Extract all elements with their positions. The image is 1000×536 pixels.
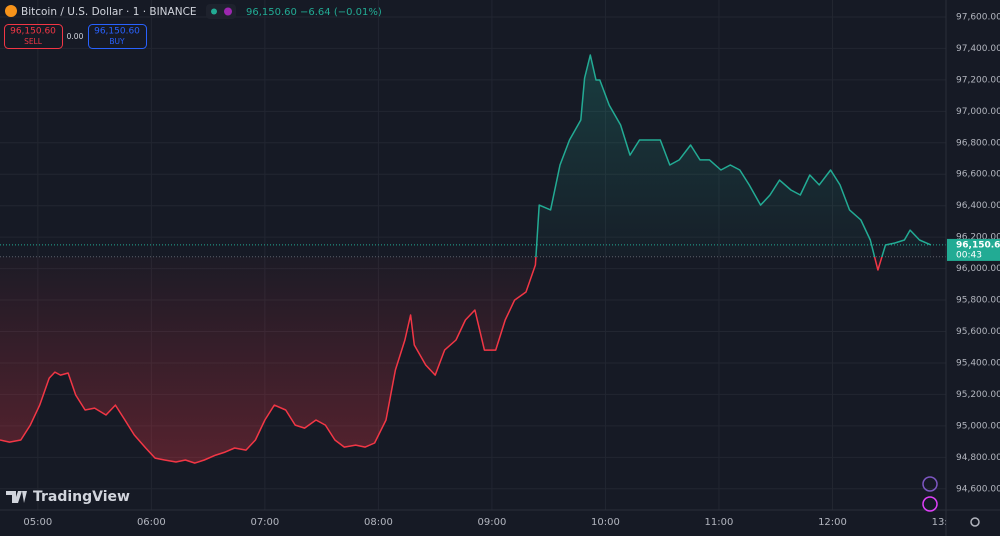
y-tick-label: 96,200.00	[956, 233, 1000, 243]
countdown: 00:43	[956, 250, 982, 260]
y-tick-label: 95,800.00	[956, 296, 1000, 306]
status-dot	[211, 8, 217, 15]
y-tick-label: 96,000.00	[956, 264, 1000, 274]
buy-price: 96,150.60	[94, 27, 140, 37]
y-tick-label: 97,600.00	[956, 12, 1000, 22]
y-tick-label: 94,600.00	[956, 484, 1000, 494]
y-tick-label: 95,000.00	[956, 421, 1000, 431]
coin-icon	[5, 5, 17, 17]
x-tick-label: 13:00	[932, 517, 961, 528]
last-price-tag	[947, 238, 1000, 261]
y-tick-label: 95,400.00	[956, 358, 1000, 368]
brand: TradingView	[33, 489, 130, 505]
tool-button[interactable]	[922, 496, 938, 512]
x-tick-label: 09:00	[478, 517, 507, 528]
x-tick-label: 10:00	[591, 517, 620, 528]
symbol: Bitcoin / U.S. Dollar · 1 · BINANCE	[21, 6, 197, 18]
y-tick-label: 94,800.00	[956, 453, 1000, 463]
y-tick-label: 96,800.00	[956, 138, 1000, 148]
sell-price: 96,150.60	[10, 27, 56, 37]
y-tick-label: 96,600.00	[956, 170, 1000, 180]
tool-button[interactable]	[922, 476, 938, 492]
x-tick-label: 11:00	[705, 517, 734, 528]
y-tick-label: 97,400.00	[956, 44, 1000, 54]
y-axis: 94,600.00 94,800.00 95,000.00 95,200.00 95,4…	[956, 12, 1000, 494]
y-tick-label: 95,600.00	[956, 327, 1000, 337]
x-tick-label: 05:00	[23, 517, 52, 528]
x-tick-label: 07:00	[250, 517, 279, 528]
x-tick-label: 12:00	[818, 517, 847, 528]
plot	[0, 54, 946, 464]
y-tick-label: 95,200.00	[956, 390, 1000, 400]
brand-logo	[6, 491, 27, 503]
last-price-label: 96,150.60	[956, 240, 1000, 250]
price-change: −6.64 (−0.01%)	[300, 7, 382, 18]
settings-button[interactable]	[970, 517, 980, 527]
y-tick-label: 96,400.00	[956, 201, 1000, 211]
status-icon	[224, 7, 232, 16]
last-price: 96,150.60	[246, 7, 297, 18]
spread: 0.00	[67, 32, 84, 41]
buy-button[interactable]	[88, 24, 147, 49]
y-tick-label: 97,000.00	[956, 107, 1000, 117]
price-line	[0, 54, 932, 464]
x-tick-label: 06:00	[137, 517, 166, 528]
sell-label: SELL	[24, 37, 43, 46]
x-axis: 05:00 06:00 07:00 08:00 09:00 10:00 11:00 12:00…	[23, 517, 961, 528]
sell-button[interactable]	[4, 24, 63, 49]
buy-label: BUY	[109, 37, 125, 46]
y-tick-label: 97,200.00	[956, 75, 1000, 85]
x-tick-label: 08:00	[364, 517, 393, 528]
